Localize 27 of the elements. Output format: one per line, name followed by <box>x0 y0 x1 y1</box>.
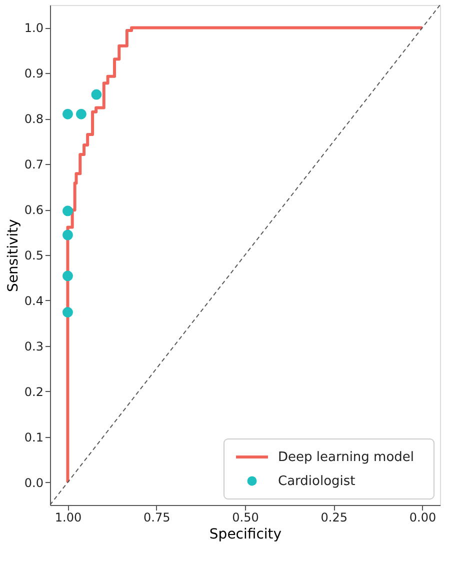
point <box>91 89 102 100</box>
point <box>62 230 73 240</box>
y-axis-title: Sensitivity <box>5 219 22 292</box>
y-tick-label: 0.2 <box>24 384 44 399</box>
x-tick-label: 0.00 <box>409 510 436 524</box>
x-axis-title: Specificity <box>209 526 282 542</box>
legend-label: Cardiologist <box>278 474 356 489</box>
point <box>76 108 86 120</box>
y-tick-label: 0.9 <box>24 66 44 81</box>
point <box>62 270 73 282</box>
x-tick-label: 0.75 <box>144 510 170 524</box>
x-tick-label: 1.00 <box>54 510 82 524</box>
point <box>62 108 73 120</box>
y-tick-label: 0.6 <box>24 203 44 218</box>
x-tick-label: 0.25 <box>320 510 348 524</box>
y-tick-label: 0.0 <box>24 476 44 490</box>
y-tick-label: 0.5 <box>24 248 44 262</box>
y-tick-label: 0.3 <box>24 339 44 354</box>
point <box>62 206 73 216</box>
y-tick-label: 1.0 <box>24 21 44 36</box>
x-tick-label: 0.50 <box>232 510 259 524</box>
legend-label: Deep learning model <box>278 450 414 465</box>
y-tick-label: 0.7 <box>24 158 44 172</box>
point <box>62 307 73 318</box>
y-tick-label: 0.8 <box>24 112 44 126</box>
y-tick-label: 0.4 <box>24 294 44 308</box>
y-tick-label: 0.1 <box>24 430 44 444</box>
